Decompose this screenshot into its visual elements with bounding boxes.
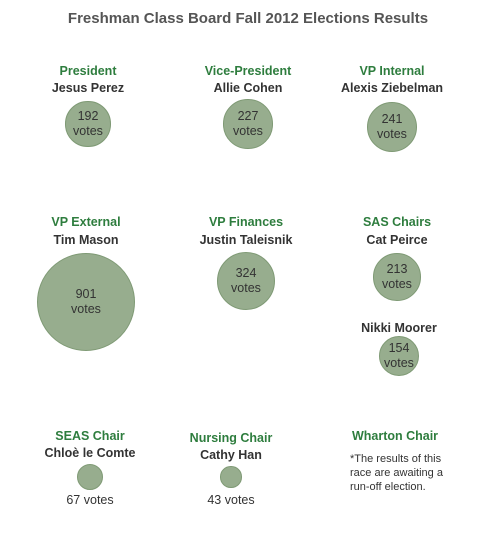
role-label: President xyxy=(59,64,117,78)
role-label: Wharton Chair xyxy=(351,429,439,443)
candidate-name: Nikki Moorer xyxy=(361,321,437,335)
vote-count-label: 154 xyxy=(388,341,410,355)
vote-bubble xyxy=(216,251,276,311)
vote-count-label: 192 xyxy=(77,109,99,123)
vote-bubble xyxy=(65,101,111,147)
role-label: SAS Chairs xyxy=(362,215,432,229)
vote-count-label: 213 xyxy=(386,262,408,276)
vote-bubble xyxy=(223,99,273,149)
role-label: VP External xyxy=(51,215,121,229)
vote-unit-label: votes xyxy=(71,302,101,316)
candidate-name: Cat Peirce xyxy=(366,233,428,247)
candidate-name: Justin Taleisnik xyxy=(199,233,293,247)
vote-bubble xyxy=(37,253,135,351)
candidate-name: Allie Cohen xyxy=(213,81,283,95)
vote-bubble xyxy=(76,463,104,491)
candidate-name: Chloè le Comte xyxy=(44,446,136,460)
candidate-name: Jesus Perez xyxy=(51,81,125,95)
role-label: SEAS Chair xyxy=(55,429,125,443)
candidate-name: Tim Mason xyxy=(53,233,119,247)
page-title: Freshman Class Board Fall 2012 Elections… xyxy=(67,10,429,27)
vote-unit-label: votes xyxy=(382,277,412,291)
vote-unit-label: votes xyxy=(73,124,103,138)
runoff-note: *The results of this race are awaiting a… xyxy=(350,453,443,493)
role-label: VP Internal xyxy=(359,64,425,78)
candidate-name: Alexis Ziebelman xyxy=(340,81,444,95)
vote-count-label: 901 xyxy=(75,287,97,301)
vote-count-label: 324 xyxy=(235,266,257,280)
vote-count-label: 43 votes xyxy=(207,493,255,507)
role-label: Nursing Chair xyxy=(189,431,273,445)
vote-unit-label: votes xyxy=(384,356,414,370)
vote-count-label: 227 xyxy=(237,109,259,123)
role-label: Vice-President xyxy=(204,64,292,78)
vote-bubble xyxy=(373,253,421,301)
vote-bubble xyxy=(220,466,242,488)
role-label: VP Finances xyxy=(208,215,284,229)
vote-count-label: 67 votes xyxy=(66,493,114,507)
candidate-name: Cathy Han xyxy=(200,448,262,462)
vote-bubble xyxy=(366,101,418,153)
vote-unit-label: votes xyxy=(231,281,261,295)
vote-bubble xyxy=(378,335,420,377)
vote-unit-label: votes xyxy=(377,127,407,141)
vote-unit-label: votes xyxy=(233,124,263,138)
vote-count-label: 241 xyxy=(381,112,403,126)
